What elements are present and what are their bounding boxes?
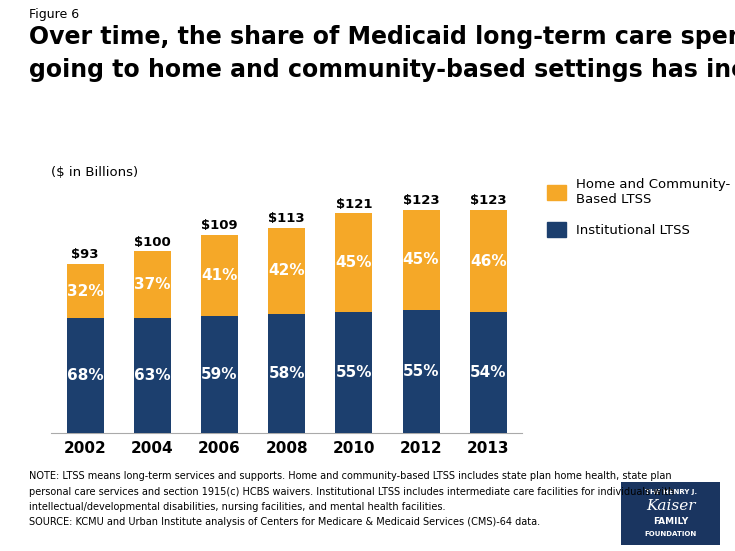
Bar xyxy=(268,228,305,314)
Text: 37%: 37% xyxy=(134,278,171,293)
Text: NOTE: LTSS means long-term services and supports. Home and community-based LTSS : NOTE: LTSS means long-term services and … xyxy=(29,471,672,481)
Text: 68%: 68% xyxy=(67,368,104,383)
Bar xyxy=(134,251,171,318)
Bar xyxy=(335,312,373,433)
Bar xyxy=(470,210,506,312)
Bar xyxy=(134,318,171,433)
Text: $123: $123 xyxy=(470,194,506,207)
Text: $100: $100 xyxy=(134,236,171,249)
Bar xyxy=(403,210,440,310)
Bar xyxy=(67,318,104,433)
Text: FAMILY: FAMILY xyxy=(653,517,688,526)
Text: 32%: 32% xyxy=(67,284,104,299)
Bar xyxy=(403,310,440,433)
Bar xyxy=(201,316,238,433)
Text: Figure 6: Figure 6 xyxy=(29,8,79,21)
Bar xyxy=(470,312,506,433)
Text: 45%: 45% xyxy=(336,255,372,270)
Text: personal care services and section 1915(c) HCBS waivers. Institutional LTSS incl: personal care services and section 1915(… xyxy=(29,487,675,496)
Text: $121: $121 xyxy=(336,198,372,211)
Text: 41%: 41% xyxy=(201,268,237,283)
Text: Over time, the share of Medicaid long-term care spending: Over time, the share of Medicaid long-te… xyxy=(29,25,735,49)
Text: 54%: 54% xyxy=(470,365,506,380)
Text: 42%: 42% xyxy=(268,263,305,278)
Text: THE HENRY J.: THE HENRY J. xyxy=(645,489,697,495)
Text: 63%: 63% xyxy=(134,368,171,383)
Text: 55%: 55% xyxy=(403,364,440,379)
Text: FOUNDATION: FOUNDATION xyxy=(645,531,697,537)
Text: intellectual/developmental disabilities, nursing facilities, and mental health f: intellectual/developmental disabilities,… xyxy=(29,502,446,512)
Text: $109: $109 xyxy=(201,219,237,233)
Text: Kaiser: Kaiser xyxy=(646,499,695,513)
Legend: Home and Community-
Based LTSS, Institutional LTSS: Home and Community- Based LTSS, Institut… xyxy=(548,178,731,237)
Text: 55%: 55% xyxy=(336,365,372,380)
Text: 46%: 46% xyxy=(470,253,506,268)
Text: 59%: 59% xyxy=(201,367,237,382)
Bar xyxy=(67,264,104,318)
Bar xyxy=(335,213,373,312)
Text: 45%: 45% xyxy=(403,252,440,267)
Bar xyxy=(268,314,305,433)
Text: SOURCE: KCMU and Urban Institute analysis of Centers for Medicare & Medicaid Ser: SOURCE: KCMU and Urban Institute analysi… xyxy=(29,517,540,527)
Text: $123: $123 xyxy=(403,194,440,207)
Text: ($ in Billions): ($ in Billions) xyxy=(51,166,139,179)
Text: $113: $113 xyxy=(268,212,305,225)
Text: going to home and community-based settings has increased.: going to home and community-based settin… xyxy=(29,58,735,82)
Bar xyxy=(201,235,238,316)
Text: $93: $93 xyxy=(71,249,98,262)
Text: 58%: 58% xyxy=(268,366,305,381)
